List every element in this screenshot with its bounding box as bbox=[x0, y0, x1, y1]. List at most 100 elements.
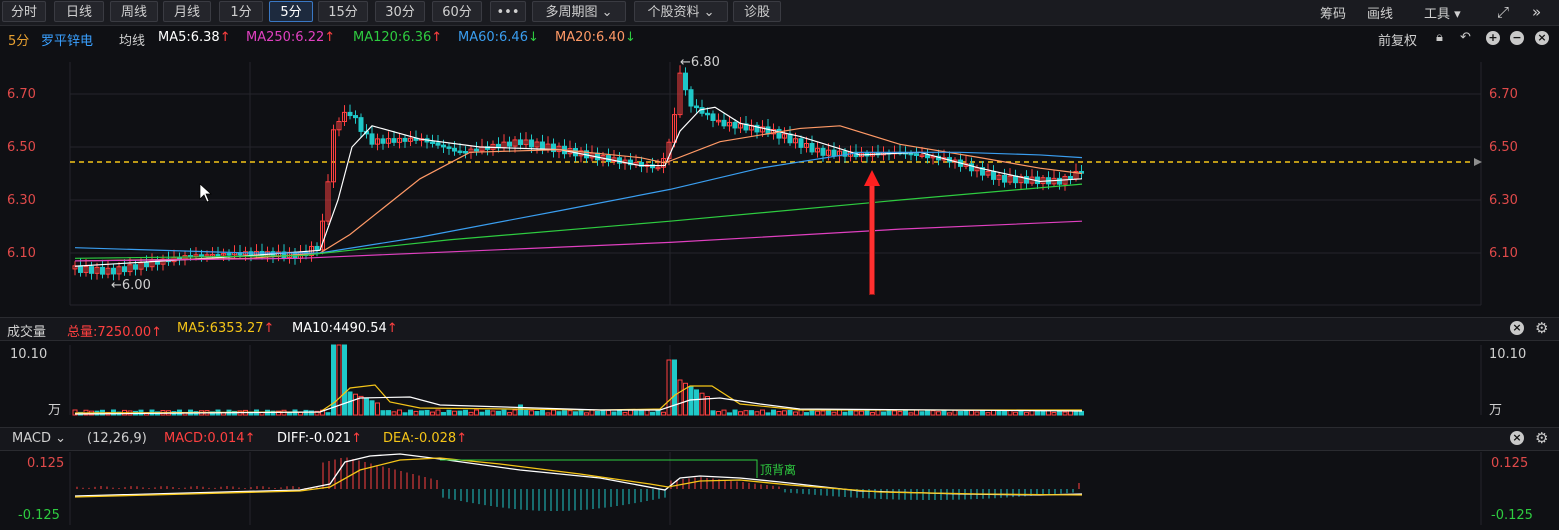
tools-dropdown[interactable]: 工具 ▾ bbox=[1424, 7, 1461, 22]
volume-bar bbox=[985, 412, 991, 416]
volume-bar bbox=[353, 393, 358, 416]
zoom-in-icon[interactable]: + bbox=[1486, 31, 1500, 45]
volume-bar bbox=[457, 410, 463, 416]
red-arrow-annotation bbox=[864, 170, 880, 295]
lock-icon[interactable]: 🔒︎ bbox=[1436, 30, 1443, 45]
candle-body bbox=[991, 170, 996, 180]
volume-bar bbox=[886, 409, 892, 416]
stock-info-label: 个股资料 bbox=[647, 5, 700, 20]
candle-body bbox=[1007, 175, 1013, 183]
price-axis-right-2: 6.50 bbox=[1489, 140, 1518, 155]
candle-body bbox=[386, 138, 391, 144]
volume-bar bbox=[391, 411, 397, 416]
high-annotation: ←6.80 bbox=[680, 55, 720, 70]
ma60-value: MA60:6.46↓ bbox=[458, 30, 539, 45]
volume-bar bbox=[699, 392, 705, 416]
ma250-value: MA250:6.22↑ bbox=[246, 30, 336, 45]
tab-5min[interactable]: 5分 bbox=[269, 1, 313, 22]
adjust-dropdown[interactable]: 前复权 bbox=[1378, 34, 1418, 49]
macd-close-icon[interactable]: × bbox=[1510, 431, 1524, 445]
volume-bar bbox=[655, 409, 661, 416]
candle-body bbox=[402, 137, 408, 142]
candle-body bbox=[716, 119, 721, 123]
candle-body bbox=[375, 138, 380, 145]
candle-body bbox=[798, 138, 804, 148]
undo-icon[interactable]: ↶ bbox=[1460, 30, 1471, 45]
stock-name[interactable]: 罗平锌电 bbox=[41, 34, 94, 49]
more-button[interactable]: ••• bbox=[490, 1, 526, 22]
tab-weekly[interactable]: 周线 bbox=[110, 1, 158, 22]
multi-period-dropdown[interactable]: 多周期图 ⌄ bbox=[532, 1, 626, 22]
volume-bar bbox=[408, 409, 413, 416]
volume-bar bbox=[534, 411, 540, 416]
tab-timeshare[interactable]: 分时 bbox=[2, 1, 46, 22]
volume-bar bbox=[529, 410, 534, 416]
volume-bar bbox=[342, 344, 347, 416]
candle-body bbox=[710, 113, 716, 121]
macd-settings-icon[interactable]: ⚙ bbox=[1535, 429, 1549, 447]
avg-line-label[interactable]: 均线 bbox=[119, 34, 146, 49]
volume-bar bbox=[804, 412, 809, 416]
moving-average-lines bbox=[74, 106, 1083, 267]
candlesticks bbox=[72, 65, 1084, 281]
volume-bar bbox=[413, 410, 419, 416]
volume-bar bbox=[397, 409, 402, 416]
volume-bar bbox=[782, 410, 787, 416]
candle-body bbox=[760, 126, 765, 133]
draw-line-button[interactable]: 画线 bbox=[1367, 7, 1394, 22]
volume-bar bbox=[892, 410, 897, 416]
volume-bar bbox=[644, 409, 650, 416]
tab-15min[interactable]: 15分 bbox=[318, 1, 368, 22]
volume-bar bbox=[430, 411, 435, 416]
tab-daily[interactable]: 日线 bbox=[54, 1, 104, 22]
collapse-icon[interactable]: » bbox=[1532, 3, 1542, 21]
volume-bar bbox=[402, 412, 408, 416]
volume-bar bbox=[859, 410, 864, 416]
volume-bar bbox=[474, 409, 479, 416]
volume-bar bbox=[952, 409, 958, 416]
volume-bar bbox=[754, 411, 760, 416]
candle-body bbox=[809, 142, 815, 153]
ma20-value: MA20:6.40↓ bbox=[555, 30, 636, 45]
low-annotation: ←6.00 bbox=[111, 278, 151, 293]
candle-body bbox=[694, 105, 699, 109]
volume-bar bbox=[276, 410, 281, 416]
volume-bar bbox=[452, 410, 457, 416]
candle-body bbox=[793, 138, 798, 144]
zoom-out-icon[interactable]: − bbox=[1510, 31, 1524, 45]
ma-line-3 bbox=[74, 183, 1083, 259]
ma-line-4 bbox=[74, 220, 1083, 262]
candle-body bbox=[914, 153, 919, 156]
macd-indicator-dropdown[interactable]: MACD ⌄ bbox=[12, 431, 66, 446]
volume-bar bbox=[584, 412, 589, 416]
macd-axis-top-right: 0.125 bbox=[1491, 456, 1529, 471]
volume-bar bbox=[551, 409, 556, 416]
volume-bar bbox=[1002, 410, 1007, 416]
tab-60min[interactable]: 60分 bbox=[432, 1, 482, 22]
candle-body bbox=[765, 126, 771, 135]
price-axis-left-2: 6.50 bbox=[7, 140, 36, 155]
volume-settings-icon[interactable]: ⚙ bbox=[1535, 319, 1549, 337]
fullscreen-icon[interactable]: ⤢ bbox=[1497, 3, 1510, 21]
stock-info-dropdown[interactable]: 个股资料 ⌄ bbox=[634, 1, 728, 22]
volume-bar bbox=[375, 402, 380, 416]
tab-1min[interactable]: 1分 bbox=[219, 1, 263, 22]
diagnose-button[interactable]: 诊股 bbox=[733, 1, 781, 22]
volume-bar bbox=[468, 411, 474, 416]
volume-bar bbox=[864, 409, 870, 416]
chips-button[interactable]: 筹码 bbox=[1320, 7, 1347, 22]
volume-bar bbox=[793, 411, 798, 416]
candle-body bbox=[908, 152, 914, 156]
volume-bar bbox=[820, 410, 826, 416]
candle-body bbox=[314, 245, 320, 251]
volume-bar bbox=[611, 411, 617, 416]
candle-body bbox=[221, 253, 226, 256]
volume-bar bbox=[853, 410, 859, 416]
volume-bar bbox=[507, 412, 512, 416]
close-panel-icon[interactable]: × bbox=[1535, 31, 1549, 45]
volume-close-icon[interactable]: × bbox=[1510, 321, 1524, 335]
tab-30min[interactable]: 30分 bbox=[375, 1, 425, 22]
volume-bar bbox=[435, 409, 441, 416]
tab-monthly[interactable]: 月线 bbox=[163, 1, 211, 22]
